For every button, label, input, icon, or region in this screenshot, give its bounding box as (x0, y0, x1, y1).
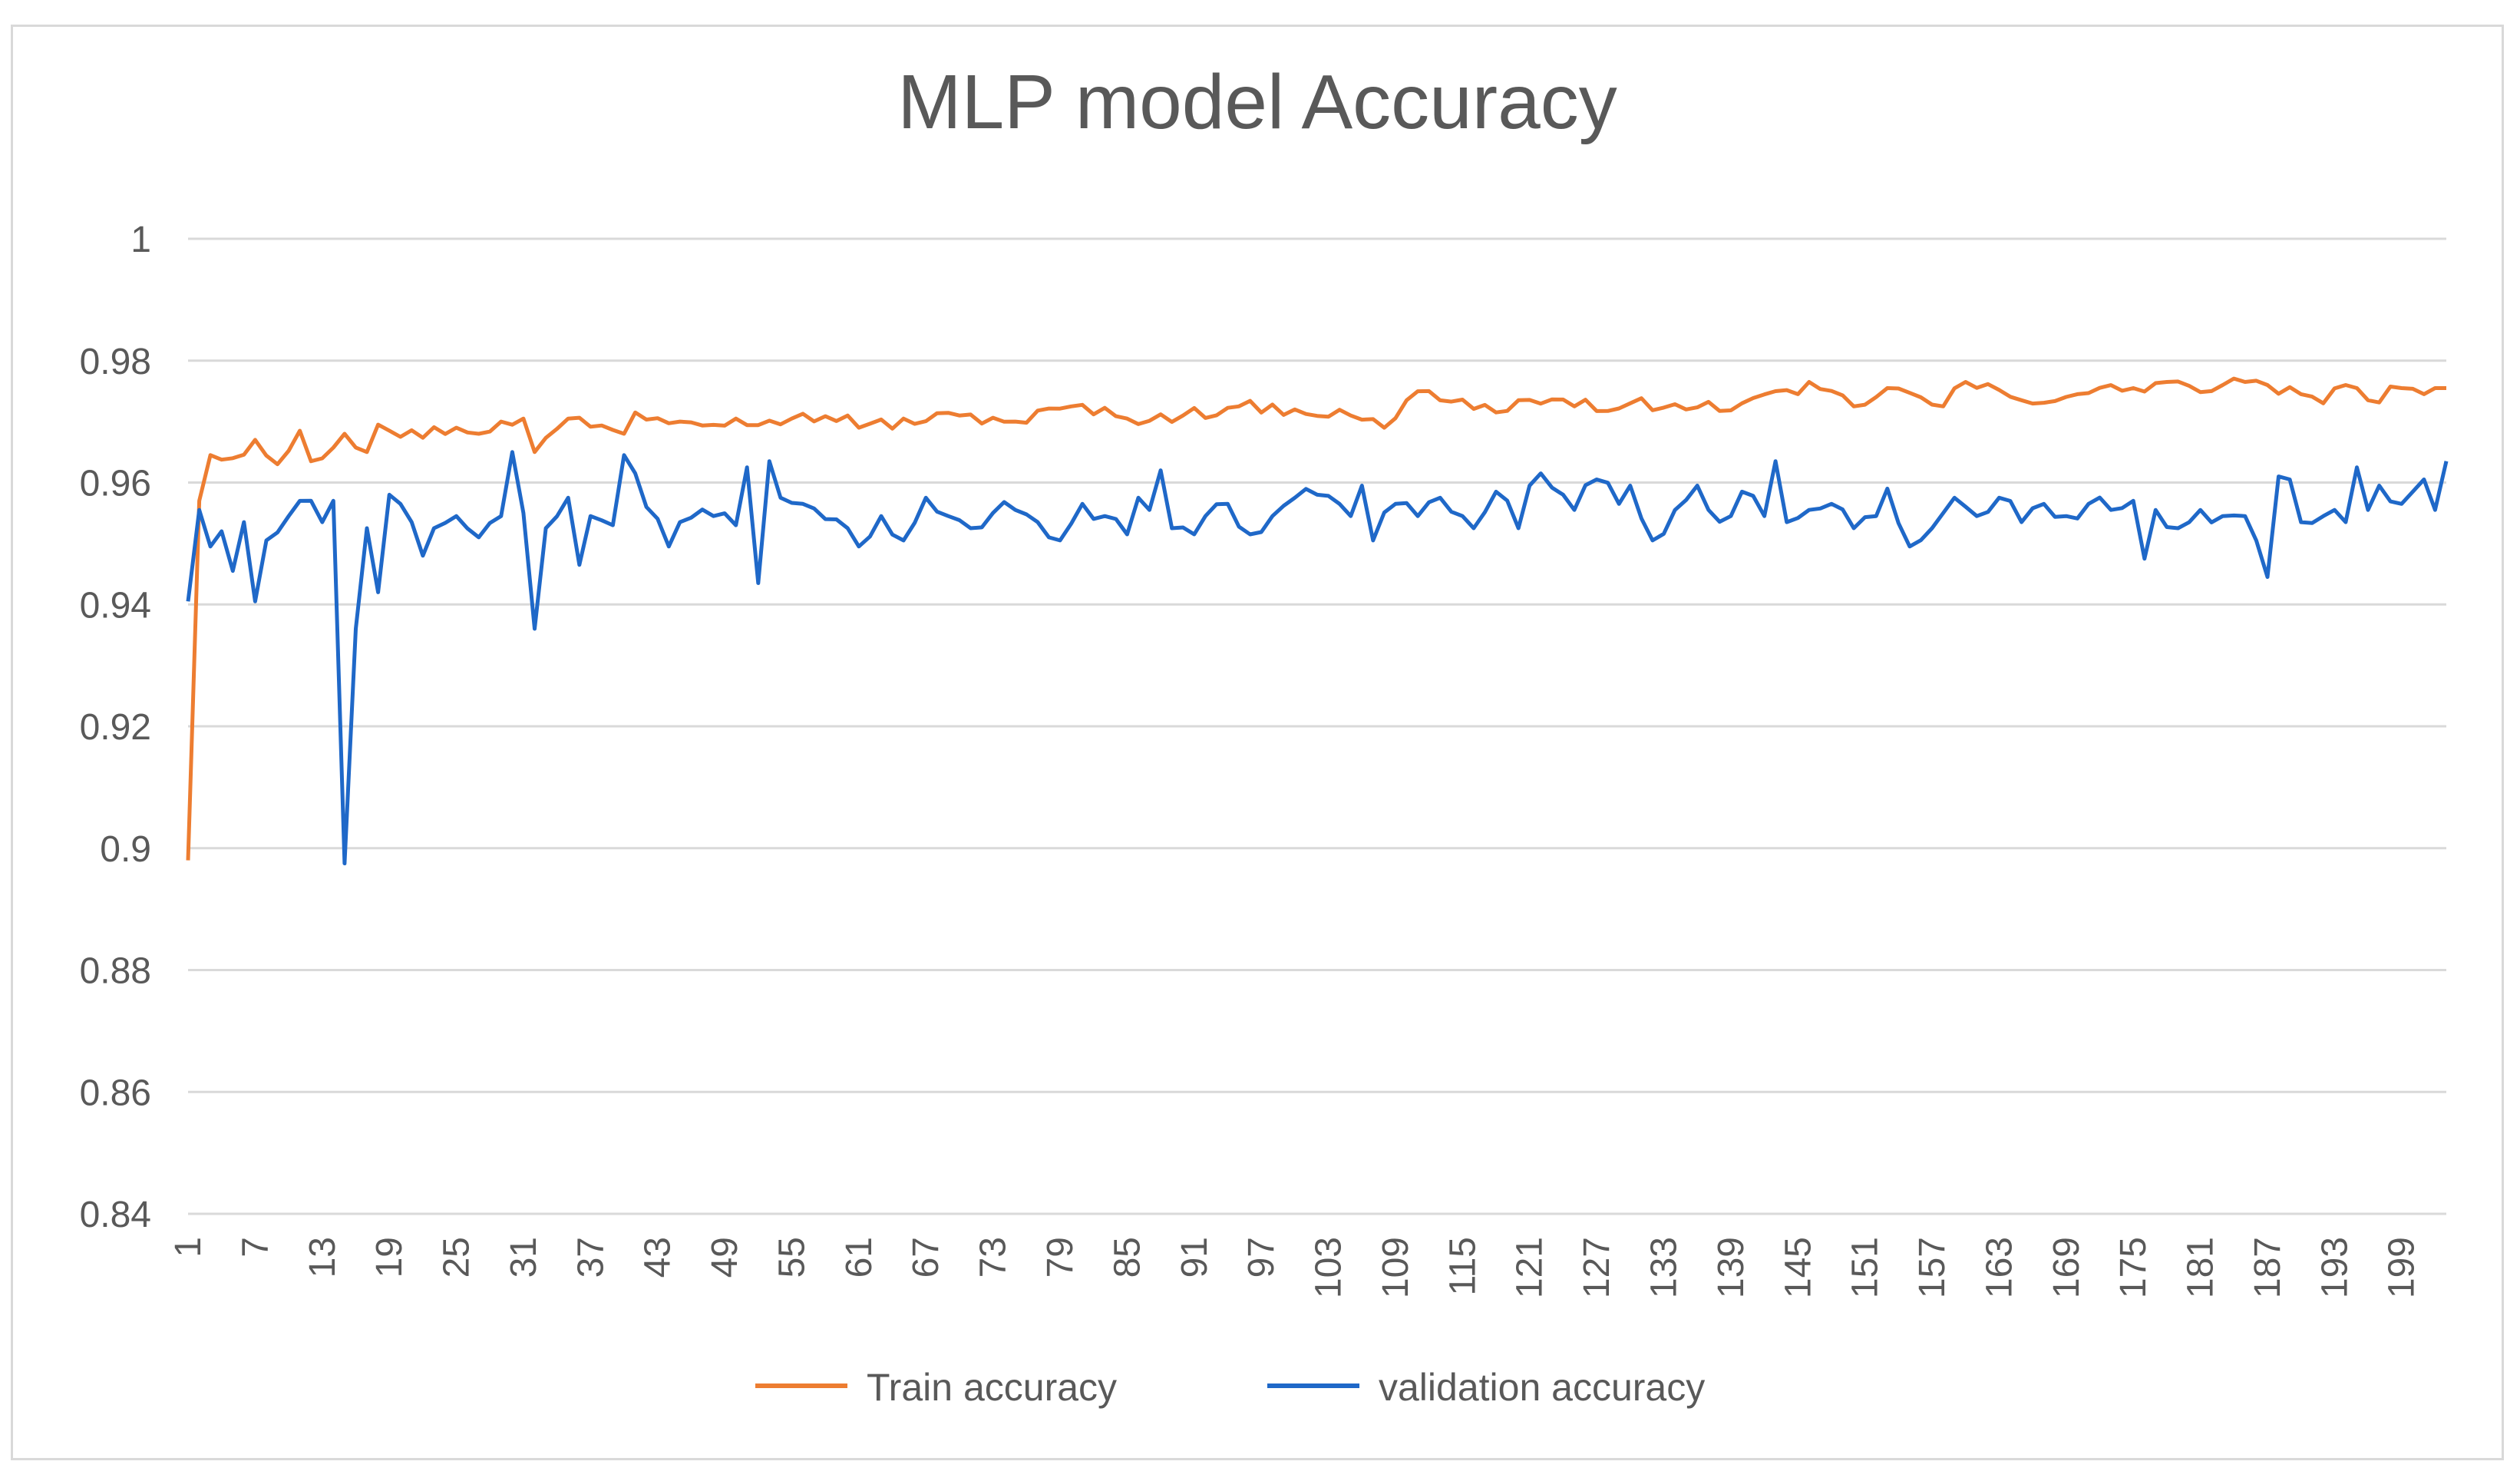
x-tick-label: 187 (2248, 1237, 2288, 1298)
x-tick-label: 61 (839, 1237, 880, 1278)
x-tick-label: 199 (2382, 1237, 2423, 1298)
x-tick-label: 25 (437, 1237, 477, 1278)
x-tick-label: 31 (504, 1237, 544, 1278)
x-tick-label: 91 (1174, 1237, 1215, 1278)
x-tick-label: 181 (2181, 1237, 2221, 1298)
x-tick-label: 7 (235, 1237, 276, 1258)
x-tick-label: 163 (1979, 1237, 2020, 1298)
y-tick-label: 0.84 (80, 1195, 151, 1235)
y-tick-label: 0.94 (80, 585, 151, 626)
x-tick-label: 13 (302, 1237, 343, 1278)
x-tick-label: 169 (2046, 1237, 2087, 1298)
x-tick-label: 85 (1107, 1237, 1148, 1278)
chart-svg: MLP model Accuracy 0.840.860.880.90.920.… (80, 59, 2449, 1409)
y-tick-label: 0.92 (80, 707, 151, 748)
x-axis-tick-labels: 1 7 13 19 25 31 37 43 49 55 61 67 73 79 85 91 97 103 109 11… (168, 1237, 2423, 1298)
chart-title: MLP model Accuracy (897, 59, 1617, 145)
x-tick-label: 103 (1309, 1237, 1349, 1298)
y-tick-label: 0.86 (80, 1073, 151, 1113)
x-tick-label: 157 (1912, 1237, 1953, 1298)
x-tick-label: 1 (168, 1237, 209, 1258)
legend: Train accuracy validation accuracy (755, 1366, 1705, 1409)
y-axis-tick-labels: 0.84 0.86 0.88 0.9 0.92 0.94 0.96 0.98 1 (80, 220, 151, 1235)
y-tick-label: 0.88 (80, 951, 151, 992)
series-lines (186, 376, 2449, 866)
x-tick-label: 121 (1510, 1237, 1551, 1298)
y-tick-label: 0.98 (80, 342, 151, 382)
x-tick-label: 73 (973, 1237, 1014, 1278)
y-tick-label: 0.9 (100, 829, 151, 870)
series-line-validation-accuracy (186, 450, 2449, 866)
x-tick-label: 19 (369, 1237, 410, 1278)
x-tick-label: 151 (1845, 1237, 1886, 1298)
x-tick-label: 193 (2314, 1237, 2355, 1298)
x-tick-label: 133 (1643, 1237, 1684, 1298)
x-tick-label: 67 (906, 1237, 946, 1278)
x-tick-label: 127 (1577, 1237, 1617, 1298)
x-tick-label: 175 (2113, 1237, 2154, 1298)
x-tick-label: 109 (1376, 1237, 1416, 1298)
x-tick-label: 115 (1442, 1237, 1483, 1296)
x-tick-label: 97 (1241, 1237, 1282, 1278)
x-tick-label: 79 (1040, 1237, 1081, 1278)
gridlines (188, 237, 2446, 1215)
x-tick-label: 139 (1711, 1237, 1752, 1298)
y-tick-label: 0.96 (80, 464, 151, 504)
chart-frame: MLP model Accuracy 0.84 0.86 0.88 0.9 0.92 0.… (11, 25, 2504, 1460)
legend-label: validation accuracy (1379, 1366, 1705, 1409)
x-tick-label: 49 (705, 1237, 745, 1278)
series-line-train-accuracy (186, 376, 2446, 861)
legend-label: Train accuracy (867, 1366, 1117, 1409)
x-tick-label: 43 (638, 1237, 679, 1278)
x-tick-label: 145 (1778, 1237, 1818, 1298)
x-tick-label: 55 (771, 1237, 812, 1278)
x-tick-label: 37 (570, 1237, 611, 1278)
y-tick-label: 1 (130, 220, 151, 260)
